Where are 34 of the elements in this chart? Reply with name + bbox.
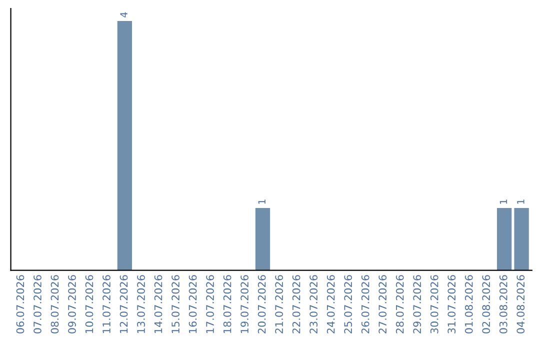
x-tick-label: 03.08.2026 (499, 275, 508, 334)
x-tick-label: 18.07.2026 (223, 275, 232, 333)
x-tick-label: 07.07.2026 (34, 275, 42, 334)
data-label: 4 (120, 12, 128, 18)
x-tick-label: 25.07.2026 (344, 275, 352, 334)
data-label: 1 (517, 200, 524, 204)
x-tick-label: 04.08.2026 (516, 275, 525, 334)
x-tick-label: 09.07.2026 (68, 275, 76, 334)
x-tick-label: 20.07.2026 (258, 275, 266, 334)
x-tick-label: 02.08.2026 (482, 275, 490, 334)
x-tick-label: 17.07.2026 (206, 275, 214, 333)
x-tick-label: 30.07.2026 (430, 275, 438, 334)
x-tick-label: 29.07.2026 (413, 275, 422, 334)
x-tick-label: 28.07.2026 (396, 275, 404, 334)
x-tick-label: 31.07.2026 (448, 275, 456, 334)
data-label: 1 (500, 200, 507, 204)
x-tick-label: 14.07.2026 (154, 275, 162, 333)
x-tick-label: 08.07.2026 (50, 275, 59, 334)
x-tick-label: 13.07.2026 (137, 275, 145, 333)
x-tick-label: 23.07.2026 (310, 275, 318, 334)
x-tick-label: 12.07.2026 (120, 275, 128, 333)
x-tick-label: 27.07.2026 (378, 275, 387, 334)
data-label: 1 (258, 200, 266, 204)
x-tick-label: 15.07.2026 (172, 275, 180, 333)
x-tick-label: 16.07.2026 (188, 275, 197, 333)
x-tick-label: 11.07.2026 (102, 275, 110, 333)
x-tick-label: 01.08.2026 (464, 275, 473, 334)
x-tick-label: 10.07.2026 (85, 275, 94, 333)
x-tick-label: 19.07.2026 (240, 275, 248, 333)
x-tick-label: 06.07.2026 (16, 275, 24, 334)
x-tick-label: 21.07.2026 (275, 275, 283, 334)
x-tick-label: 26.07.2026 (361, 275, 370, 334)
x-tick-label: 24.07.2026 (326, 275, 335, 334)
x-tick-label: 22.07.2026 (292, 275, 300, 334)
